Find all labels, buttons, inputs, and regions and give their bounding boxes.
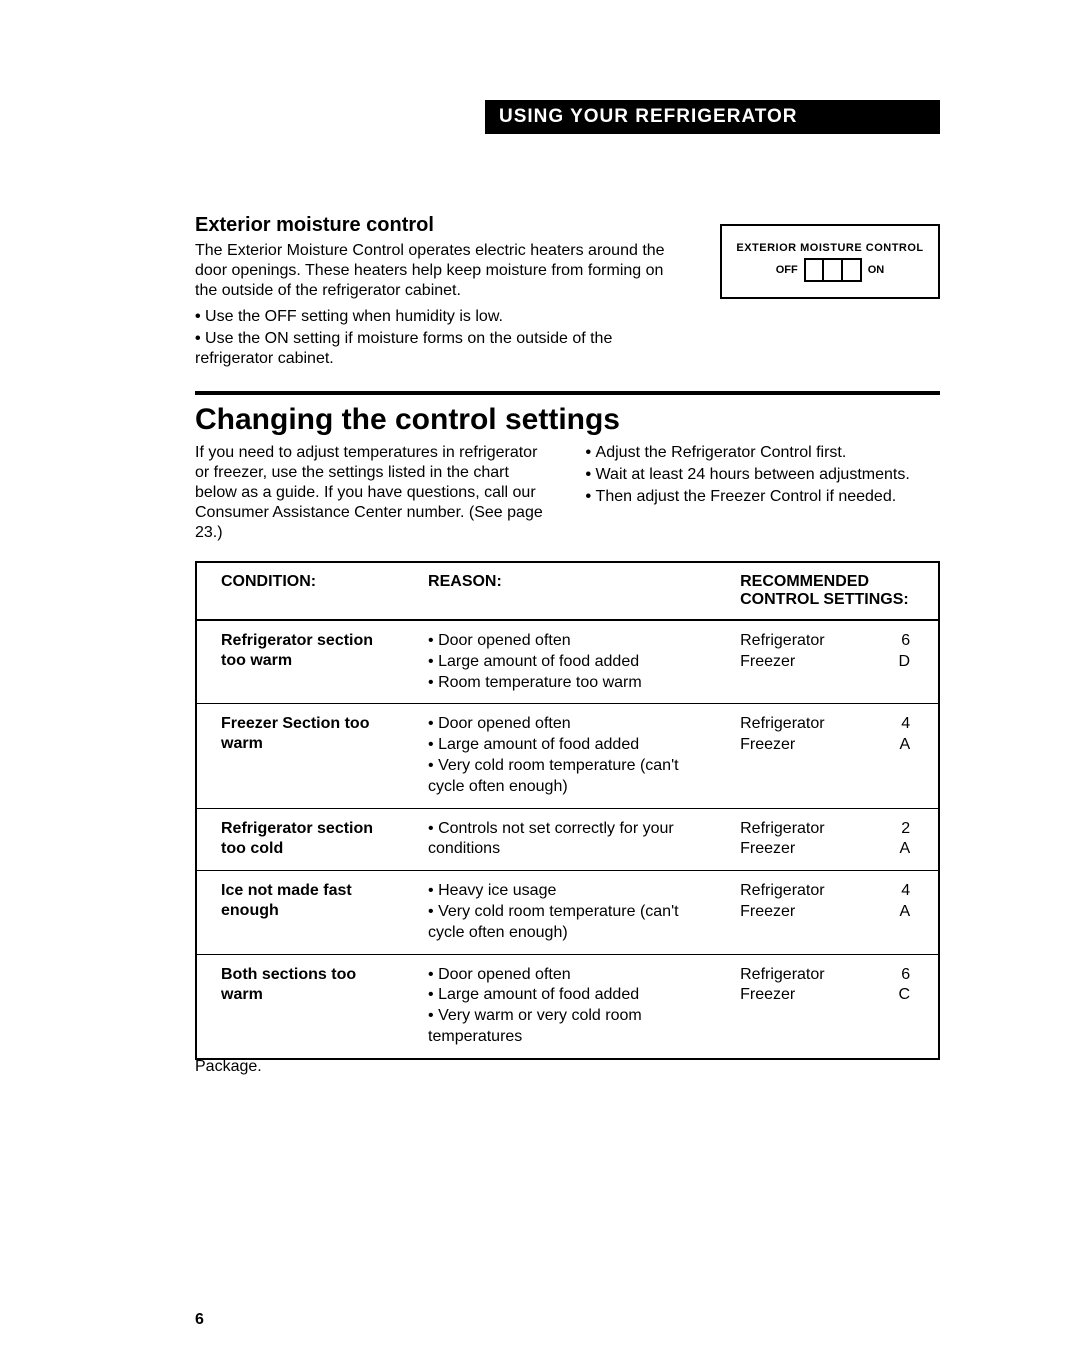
rec-row: Freezer A (740, 902, 910, 923)
settings-table: CONDITION: REASON: RECOMMENDED CONTROL S… (195, 561, 940, 1060)
switch-off-label: OFF (776, 264, 798, 276)
rec-value: 4 (901, 881, 910, 902)
page-number: 6 (195, 1311, 204, 1329)
section-header-bar: USING YOUR REFRIGERATOR (485, 100, 940, 134)
switch-cell (843, 260, 860, 280)
reason-item: Large amount of food added (428, 735, 700, 756)
rec-label: Freezer (740, 902, 795, 923)
changing-right-bullets: Adjust the Refrigerator Control first. W… (586, 443, 941, 543)
rec-row: Refrigerator 6 (740, 965, 910, 986)
changing-left-text: If you need to adjust temperatures in re… (195, 443, 550, 543)
moisture-diagram-wrap: EXTERIOR MOISTURE CONTROL OFF ON (720, 214, 940, 371)
cell-reason: Door opened oftenLarge amount of food ad… (404, 954, 716, 1059)
rec-row: Refrigerator 2 (740, 819, 910, 840)
table-row: Ice not made fast enoughHeavy ice usageV… (196, 871, 939, 954)
moisture-bullets: Use the OFF setting when humidity is low… (195, 307, 680, 369)
cell-condition: Ice not made fast enough (196, 871, 404, 954)
diagram-title: EXTERIOR MOISTURE CONTROL (736, 242, 923, 254)
cell-reason: Door opened oftenLarge amount of food ad… (404, 620, 716, 704)
reason-item: Very cold room temperature (can't cycle … (428, 902, 700, 944)
table-header-row: CONDITION: REASON: RECOMMENDED CONTROL S… (196, 562, 939, 620)
moisture-paragraph: The Exterior Moisture Control operates e… (195, 241, 680, 301)
cell-reason: Heavy ice usageVery cold room temperatur… (404, 871, 716, 954)
table-row: Refrigerator section too warmDoor opened… (196, 620, 939, 704)
rec-value: 6 (901, 631, 910, 652)
rec-value: C (899, 985, 911, 1006)
rec-row: Freezer A (740, 735, 910, 756)
rec-label: Freezer (740, 839, 795, 860)
col-recommended: RECOMMENDED CONTROL SETTINGS: (716, 562, 939, 620)
rec-label: Refrigerator (740, 714, 824, 735)
rec-label: Refrigerator (740, 631, 824, 652)
switch-on-label: ON (868, 264, 885, 276)
cell-condition: Freezer Section too warm (196, 704, 404, 808)
rec-value: A (899, 735, 910, 756)
reason-item: Door opened often (428, 714, 700, 735)
rec-value: A (899, 839, 910, 860)
rec-value: D (899, 652, 911, 673)
cell-recommended: Refrigerator 6 Freezer C (716, 954, 939, 1059)
reason-item: Very cold room temperature (can't cycle … (428, 756, 700, 798)
moisture-text-block: Exterior moisture control The Exterior M… (195, 214, 680, 371)
cell-recommended: Refrigerator 4 Freezer A (716, 871, 939, 954)
reason-item: Room temperature too warm (428, 673, 700, 694)
rec-value: 2 (901, 819, 910, 840)
rec-row: Refrigerator 4 (740, 714, 910, 735)
changing-intro-columns: If you need to adjust temperatures in re… (195, 443, 940, 543)
changing-bullet: Then adjust the Freezer Control if neede… (586, 487, 941, 507)
switch-cell (824, 260, 843, 280)
rec-label: Freezer (740, 985, 795, 1006)
table-row: Refrigerator section too cold Controls no… (196, 808, 939, 871)
cell-recommended: Refrigerator 2 Freezer A (716, 808, 939, 871)
reason-item: Large amount of food added (428, 652, 700, 673)
manual-page: USING YOUR REFRIGERATOR Exterior moistur… (0, 0, 1080, 1359)
moisture-control-section: Exterior moisture control The Exterior M… (195, 214, 940, 371)
cell-recommended: Refrigerator 4 Freezer A (716, 704, 939, 808)
section-divider (195, 391, 940, 395)
rec-label: Refrigerator (740, 965, 824, 986)
changing-bullet: Wait at least 24 hours between adjustmen… (586, 465, 941, 485)
moisture-bullet: Use the ON setting if moisture forms on … (195, 329, 680, 369)
switch-cell (806, 260, 825, 280)
changing-bullet: Adjust the Refrigerator Control first. (586, 443, 941, 463)
rec-value: A (899, 902, 910, 923)
changing-settings-heading: Changing the control settings (195, 403, 940, 437)
footer-fragment-text: Package. (195, 1058, 940, 1076)
rec-label: Refrigerator (740, 881, 824, 902)
table-row: Freezer Section too warmDoor opened ofte… (196, 704, 939, 808)
table-row: Both sections too warmDoor opened oftenL… (196, 954, 939, 1059)
rec-value: 6 (901, 965, 910, 986)
rec-label: Freezer (740, 735, 795, 756)
reason-item: Door opened often (428, 965, 700, 986)
cell-recommended: Refrigerator 6 Freezer D (716, 620, 939, 704)
reason-item: Heavy ice usage (428, 881, 700, 902)
rec-row: Freezer A (740, 839, 910, 860)
reason-item: Controls not set correctly for your cond… (428, 819, 700, 861)
reason-item: Large amount of food added (428, 985, 700, 1006)
reason-item: Very warm or very cold room temperatures (428, 1006, 700, 1048)
moisture-heading: Exterior moisture control (195, 214, 680, 237)
rec-label: Refrigerator (740, 819, 824, 840)
moisture-bullet: Use the OFF setting when humidity is low… (195, 307, 680, 327)
rec-row: Refrigerator 6 (740, 631, 910, 652)
rec-row: Freezer C (740, 985, 910, 1006)
col-condition: CONDITION: (196, 562, 404, 620)
moisture-diagram: EXTERIOR MOISTURE CONTROL OFF ON (720, 224, 940, 299)
cell-condition: Refrigerator section too warm (196, 620, 404, 704)
reason-item: Door opened often (428, 631, 700, 652)
cell-condition: Refrigerator section too cold (196, 808, 404, 871)
rec-label: Freezer (740, 652, 795, 673)
cell-reason: Controls not set correctly for your cond… (404, 808, 716, 871)
diagram-switch: OFF ON (776, 258, 885, 282)
cell-reason: Door opened oftenLarge amount of food ad… (404, 704, 716, 808)
switch-body-icon (804, 258, 862, 282)
rec-row: Refrigerator 4 (740, 881, 910, 902)
rec-value: 4 (901, 714, 910, 735)
col-reason: REASON: (404, 562, 716, 620)
table-body: Refrigerator section too warmDoor opened… (196, 620, 939, 1059)
rec-row: Freezer D (740, 652, 910, 673)
cell-condition: Both sections too warm (196, 954, 404, 1059)
